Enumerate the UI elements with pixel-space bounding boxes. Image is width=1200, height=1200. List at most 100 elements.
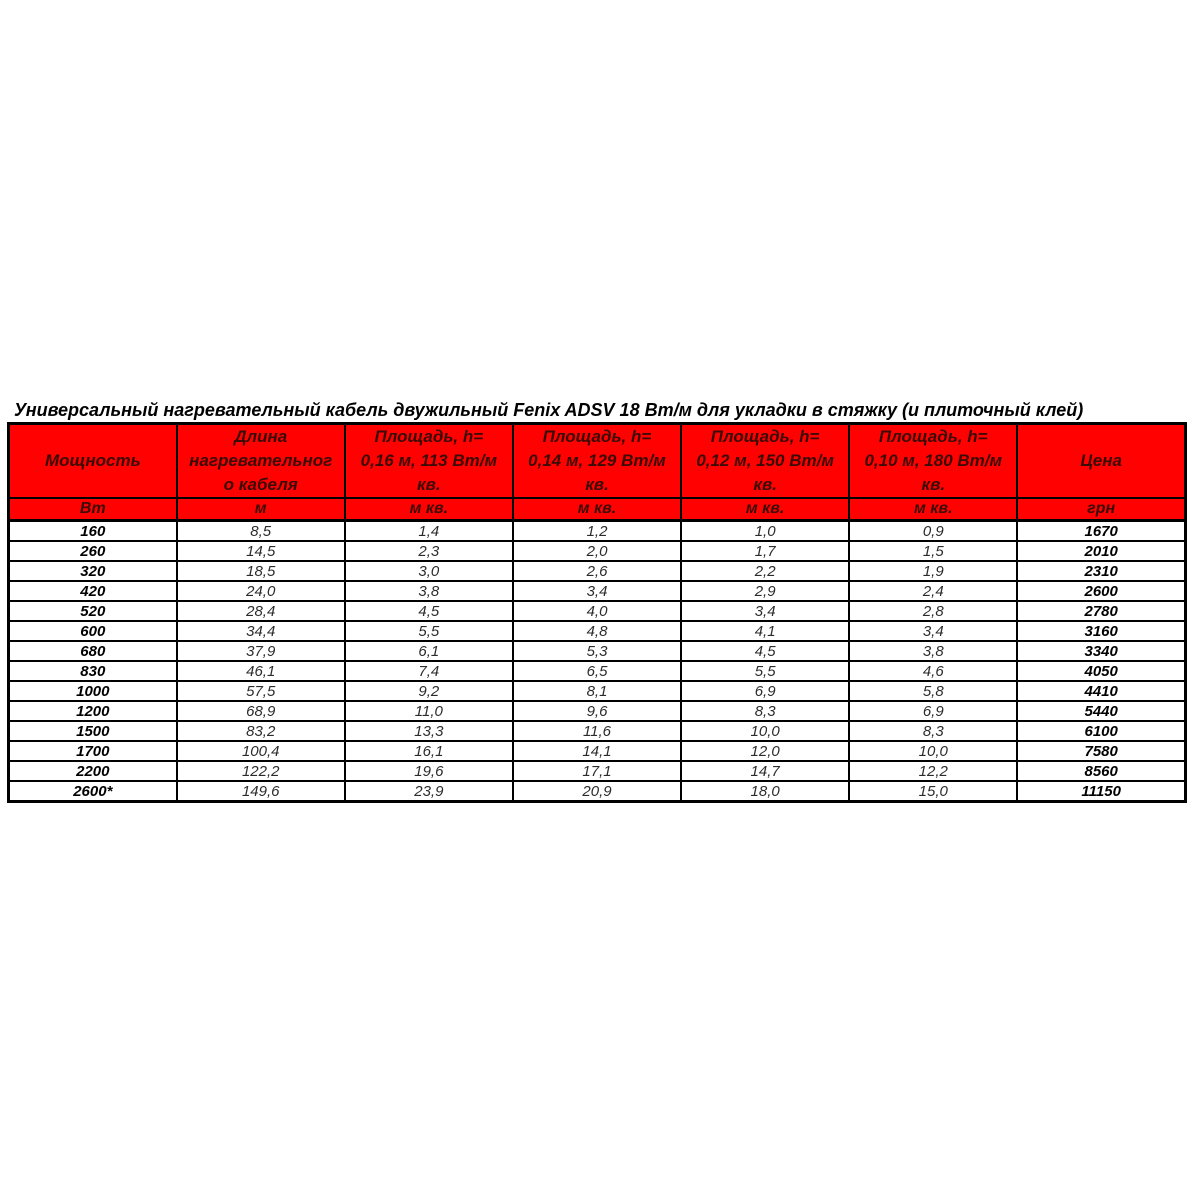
table-cell: 4,8 [511,620,683,642]
table-cell: 12,0 [680,740,851,762]
table-cell: 11,6 [511,720,683,742]
table-cell: 83,2 [175,720,346,742]
table-row: 1700 100,4 16,1 14,1 12,0 10,0 7580 [7,740,1187,762]
table-row: 520 28,4 4,5 4,0 3,4 2,8 2780 [7,600,1187,622]
table-cell: 4,5 [680,640,851,662]
unit-header-3: м кв. [511,497,683,522]
table-cell: 4410 [1016,680,1187,702]
table-cell: 2,6 [511,560,683,582]
table-cell: 9,6 [511,700,683,722]
header-line: Площадь, h= [542,427,652,446]
table-cell: 8,3 [848,720,1019,742]
table-cell: 13,3 [343,720,514,742]
table-cell: 3,4 [680,600,851,622]
unit-header-1: м [175,497,346,522]
header-line: 0,14 м, 129 Вт/м [528,451,666,470]
table-row: 260 14,5 2,3 2,0 1,7 1,5 2010 [7,540,1187,562]
header-line: Площадь, h= [374,427,484,446]
table-cell: 8,1 [511,680,683,702]
table-cell: 420 [7,580,178,602]
column-header-6: Цена [1016,422,1187,499]
header-line: кв. [585,475,609,494]
table-cell: 2,4 [848,580,1019,602]
table-cell: 1200 [7,700,178,722]
table-cell: 11,0 [343,700,514,722]
table-cell: 2600 [1016,580,1187,602]
header-line: 0,12 м, 150 Вт/м [696,451,834,470]
unit-header-0: Вт [7,497,178,522]
header-line: Площадь, h= [710,427,820,446]
table-cell: 3,8 [848,640,1019,662]
table-cell: 122,2 [175,760,346,782]
table-cell: 9,2 [343,680,514,702]
table-cell: 34,4 [175,620,346,642]
table-cell: 1,0 [680,519,851,542]
table-cell: 28,4 [175,600,346,622]
table-cell: 4050 [1016,660,1187,682]
table-row: 420 24,0 3,8 3,4 2,9 2,4 2600 [7,580,1187,602]
table-row: 1500 83,2 13,3 11,6 10,0 8,3 6100 [7,720,1187,742]
table-row: 830 46,1 7,4 6,5 5,5 4,6 4050 [7,660,1187,682]
header-line: кв. [417,475,441,494]
units-row: Вт м м кв. м кв. м кв. м кв. грн [7,497,1187,522]
table-header: Мощность Длина нагревательног о кабеля Площа… [7,422,1187,522]
header-line: Площадь, h= [878,427,988,446]
table-cell: 6,5 [511,660,683,682]
table-cell: 18,0 [680,780,851,803]
header-line: Мощность [44,451,141,470]
table-cell: 10,0 [848,740,1019,762]
table-cell: 4,1 [680,620,851,642]
column-header-5: Площадь, h= 0,10 м, 180 Вт/м кв. [848,422,1019,499]
table-cell: 8560 [1016,760,1187,782]
table-cell: 15,0 [848,780,1019,803]
table-row: 1200 68,9 11,0 9,6 8,3 6,9 5440 [7,700,1187,722]
table-cell: 2,3 [343,540,514,562]
table-cell: 2,8 [848,600,1019,622]
table-cell: 2200 [7,760,178,782]
unit-header-5: м кв. [848,497,1019,522]
table-cell: 14,5 [175,540,346,562]
table-cell: 6,9 [680,680,851,702]
table-cell: 46,1 [175,660,346,682]
table-cell: 1700 [7,740,178,762]
table-cell: 4,0 [511,600,683,622]
table-cell: 5440 [1016,700,1187,722]
table-cell: 3,4 [511,580,683,602]
table-row: 680 37,9 6,1 5,3 4,5 3,8 3340 [7,640,1187,662]
table-cell: 14,7 [680,760,851,782]
table-cell: 1,5 [848,540,1019,562]
column-header-3: Площадь, h= 0,14 м, 129 Вт/м кв. [511,422,683,499]
table-cell: 6,9 [848,700,1019,722]
unit-header-6: грн [1016,497,1187,522]
table-body: 160 8,5 1,4 1,2 1,0 0,9 1670 260 14,5 2,3 2,0 1,7 1,… [7,519,1187,803]
table-cell: 830 [7,660,178,682]
table-cell: 2,0 [511,540,683,562]
table-cell: 1670 [1016,519,1187,542]
table-cell: 24,0 [175,580,346,602]
table-row: 1000 57,5 9,2 8,1 6,9 5,8 4410 [7,680,1187,702]
header-line: 0,16 м, 113 Вт/м [360,451,498,470]
table-cell: 4,5 [343,600,514,622]
table-row: 2600* 149,6 23,9 20,9 18,0 15,0 11150 [7,780,1187,803]
table-cell: 100,4 [175,740,346,762]
unit-header-4: м кв. [680,497,851,522]
unit-header-2: м кв. [343,497,514,522]
table-cell: 17,1 [511,760,683,782]
table-cell: 37,9 [175,640,346,662]
table-cell: 20,9 [511,780,683,803]
table-cell: 7580 [1016,740,1187,762]
table-cell: 2780 [1016,600,1187,622]
header-line: о кабеля [223,475,298,494]
table-cell: 3,8 [343,580,514,602]
header-row: Мощность Длина нагревательног о кабеля Площа… [7,422,1187,499]
header-line: Длина [234,427,288,446]
table-cell: 11150 [1016,780,1187,803]
header-line: кв. [921,475,946,494]
header-line: 0,10 м, 180 Вт/м [864,451,1003,470]
table-cell: 2010 [1016,540,1187,562]
table-cell: 18,5 [175,560,346,582]
table-cell: 8,5 [175,519,346,542]
column-header-0: Мощность [7,422,178,499]
table-cell: 8,3 [680,700,851,722]
